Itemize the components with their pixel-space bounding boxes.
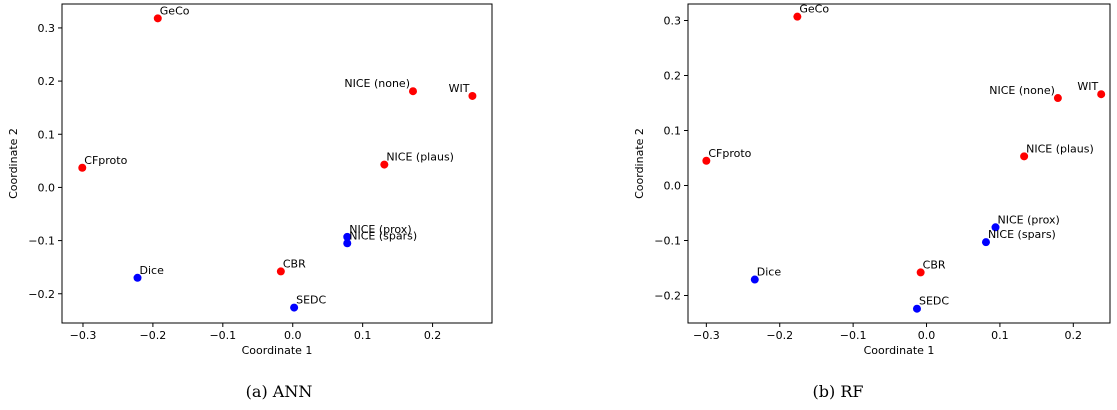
data-point-label: CFproto — [708, 147, 751, 160]
data-point — [916, 268, 925, 277]
y-tick-label: −0.1 — [654, 235, 681, 248]
y-tick-label: 0.1 — [664, 125, 682, 138]
x-tick-label: 0.0 — [918, 329, 936, 342]
scatter-plot-ann: −0.3 −0.2 −0.1 0.0 0.1 0.2 −0.2 −0.1 0.0 0.1 0.2 0.… — [7, 3, 493, 357]
y-tick-label: 0.1 — [38, 128, 56, 141]
y-axis-label: Coordinate 2 — [633, 128, 646, 199]
chart-panel-ann: −0.3 −0.2 −0.1 0.0 0.1 0.2 −0.2 −0.1 0.0 0.1 0.2 0.… — [0, 0, 558, 410]
data-point — [1053, 94, 1062, 103]
scatter-plot-rf: −0.3 −0.2 −0.1 0.0 0.1 0.2 −0.2 −0.1 0.0 0.1 0.2 0.… — [633, 3, 1111, 357]
caption-ann: (a) ANN — [245, 382, 313, 401]
data-point — [1020, 152, 1029, 161]
y-tick-label: 0.0 — [664, 180, 682, 193]
data-point-label: SEDC — [296, 294, 326, 307]
y-tick-label: −0.1 — [28, 235, 55, 248]
data-point — [793, 12, 802, 21]
x-tick-label: 0.0 — [284, 329, 302, 342]
data-point — [290, 303, 299, 312]
data-point-label: Dice — [757, 266, 782, 279]
y-tick-label: 0.2 — [664, 70, 682, 83]
x-tick-label: −0.1 — [840, 329, 867, 342]
y-tick-label: 0.2 — [38, 75, 56, 88]
x-tick-label: −0.2 — [140, 329, 167, 342]
data-point-label: WIT — [449, 82, 470, 95]
y-tick-label: 0.3 — [664, 15, 682, 28]
data-point — [1097, 90, 1106, 99]
data-point — [981, 238, 990, 247]
data-point — [343, 239, 352, 248]
data-point-label: SEDC — [919, 295, 949, 308]
data-point-label: CFproto — [84, 154, 127, 167]
x-axis-label: Coordinate 1 — [242, 344, 313, 357]
y-tick-label: 0.3 — [38, 22, 56, 35]
y-tick-label: −0.2 — [28, 288, 55, 301]
data-point-label: NICE (none) — [344, 77, 410, 90]
x-axis-label: Coordinate 1 — [864, 344, 935, 357]
data-point-label: NICE (none) — [989, 84, 1055, 97]
data-point-label: NICE (spars) — [349, 229, 417, 242]
x-tick-label: −0.3 — [693, 329, 720, 342]
data-point — [702, 156, 711, 165]
plot-frame — [61, 3, 493, 324]
y-axis-label: Coordinate 2 — [7, 128, 20, 199]
x-tick-label: −0.3 — [70, 329, 97, 342]
data-point-label: NICE (spars) — [988, 228, 1056, 241]
x-tick-label: 0.1 — [354, 329, 372, 342]
data-point — [276, 267, 285, 276]
data-point — [133, 273, 142, 282]
data-point-label: CBR — [923, 258, 946, 271]
data-point — [991, 223, 1000, 232]
data-point — [750, 275, 759, 284]
data-point — [78, 163, 87, 172]
data-point — [468, 91, 477, 100]
data-point-label: NICE (prox) — [998, 213, 1060, 226]
data-point — [153, 14, 162, 23]
data-point-label: WIT — [1077, 80, 1098, 93]
x-tick-label: 0.1 — [991, 329, 1009, 342]
x-tick-label: −0.1 — [209, 329, 236, 342]
x-tick-label: 0.2 — [424, 329, 442, 342]
caption-rf: (b) RF — [812, 382, 864, 401]
data-point — [380, 160, 389, 169]
data-point — [408, 87, 417, 96]
data-point — [912, 304, 921, 313]
data-point — [343, 232, 352, 241]
data-point-label: GeCo — [799, 3, 829, 16]
data-point-label: NICE (prox) — [349, 223, 411, 236]
data-point-label: Dice — [140, 264, 165, 277]
x-tick-label: 0.2 — [1065, 329, 1083, 342]
data-point-label: NICE (plaus) — [1026, 142, 1094, 155]
data-point-label: CBR — [283, 257, 306, 270]
x-tick-label: −0.2 — [766, 329, 793, 342]
chart-panel-rf: −0.3 −0.2 −0.1 0.0 0.1 0.2 −0.2 −0.1 0.0 0.1 0.2 0.… — [559, 0, 1117, 410]
data-point-label: NICE (plaus) — [386, 151, 454, 164]
plot-frame — [687, 3, 1111, 324]
y-tick-label: −0.2 — [654, 290, 681, 303]
data-point-label: GeCo — [160, 4, 190, 17]
y-tick-label: 0.0 — [38, 181, 56, 194]
